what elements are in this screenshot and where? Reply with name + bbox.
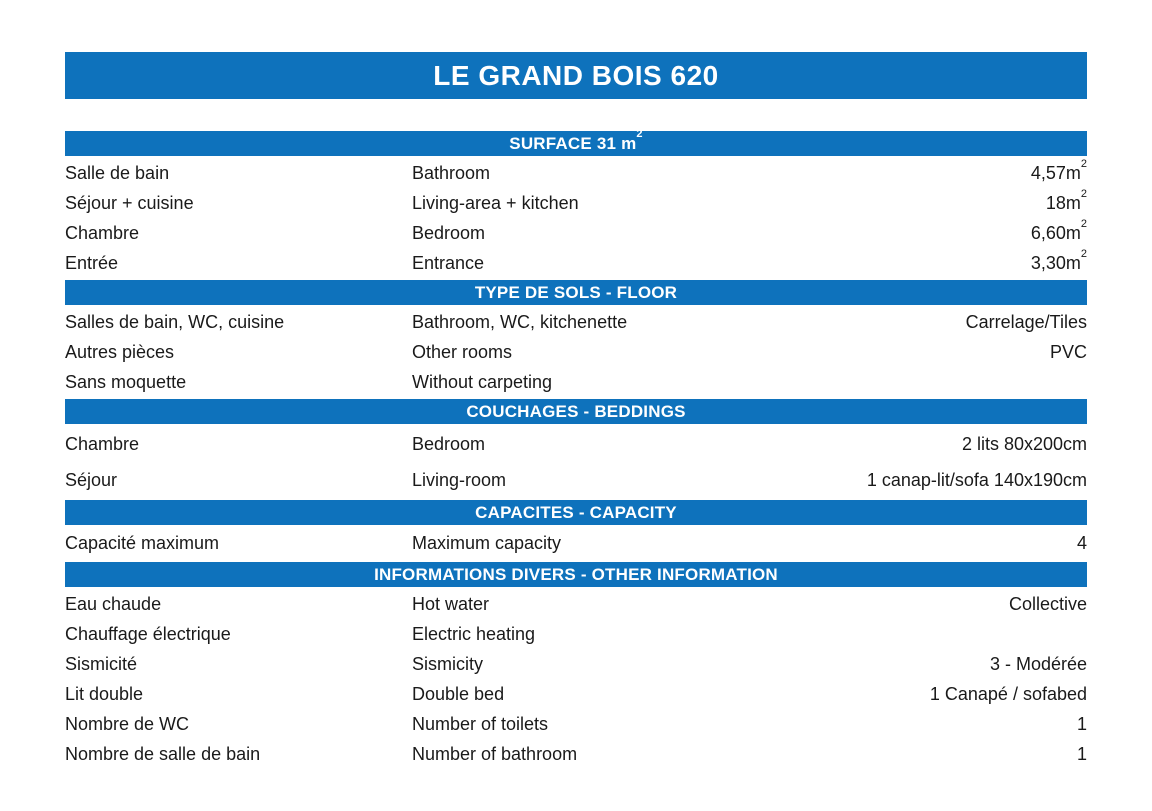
row-value: 1 <box>1076 713 1087 734</box>
table-row: Nombre de salle de bain Number of bathro… <box>65 739 1087 769</box>
label-fr: Entrée <box>65 252 119 273</box>
table-row: Chambre Bedroom 2 lits 80x200cm <box>65 426 1087 462</box>
row-value: 4 <box>1076 533 1087 553</box>
section-rows: Salle de bain Bathroom 4,57m2 Séjour + c… <box>65 156 1087 280</box>
row-value-text: 4,57m <box>1030 162 1081 183</box>
section-header-text: COUCHAGES - BEDDINGS <box>466 401 686 421</box>
section-header-text: TYPE DE SOLS - FLOOR <box>474 282 678 302</box>
row-value-superscript: 2 <box>1080 247 1087 260</box>
row-value: 2 lits 80x200cm <box>961 433 1087 454</box>
row-value: 4,57m2 <box>1030 158 1087 184</box>
label-en: Electric heating <box>412 623 536 644</box>
table-row: Autres pièces Other rooms PVC <box>65 337 1087 367</box>
label-fr: Nombre de WC <box>65 713 190 734</box>
label-fr: Séjour <box>65 469 118 490</box>
section-header-label: SURFACE 31 m2 <box>509 128 642 154</box>
section-header-capacity: CAPACITES - CAPACITY <box>65 500 1087 525</box>
label-fr: Sismicité <box>65 653 138 674</box>
table-row: Capacité maximum Maximum capacity 4 <box>65 527 1087 560</box>
row-value-superscript: 2 <box>1080 187 1087 200</box>
label-en: Double bed <box>412 683 505 704</box>
label-fr: Salle de bain <box>65 162 170 183</box>
row-value-text: 18m <box>1045 192 1081 213</box>
label-en: Living-room <box>412 469 507 490</box>
label-fr: Sans moquette <box>65 371 187 392</box>
page-title: LE GRAND BOIS 620 <box>433 59 719 91</box>
label-en: Bathroom, WC, kitchenette <box>412 311 628 332</box>
row-value-superscript: 2 <box>1080 217 1087 230</box>
table-row: Sans moquette Without carpeting <box>65 367 1087 397</box>
label-en: Sismicity <box>412 653 483 674</box>
section-header-superscript: 2 <box>636 127 643 140</box>
row-value: 3,30m2 <box>1030 248 1087 274</box>
section-header-text: CAPACITES - CAPACITY <box>475 502 677 522</box>
label-en: Living-area + kitchen <box>412 192 579 213</box>
row-value-text: 3,30m <box>1030 252 1081 273</box>
section-header-other-information: INFORMATIONS DIVERS - OTHER INFORMATION <box>65 562 1087 587</box>
label-en: Hot water <box>412 593 490 614</box>
section-header-floor: TYPE DE SOLS - FLOOR <box>65 280 1087 305</box>
row-value: 1 <box>1076 743 1087 764</box>
table-row: Eau chaude Hot water Collective <box>65 589 1087 619</box>
label-en: Other rooms <box>412 341 513 362</box>
row-value: 1 canap-lit/sofa 140x190cm <box>866 469 1087 490</box>
table-row: Entrée Entrance 3,30m2 <box>65 248 1087 278</box>
section-header-beddings: COUCHAGES - BEDDINGS <box>65 399 1087 424</box>
section-header-text: SURFACE 31 m <box>509 133 637 153</box>
section-surface: SURFACE 31 m2 Salle de bain Bathroom 4,5… <box>65 128 1087 280</box>
label-en: Number of bathroom <box>412 743 578 764</box>
section-rows: Salles de bain, WC, cuisine Bathroom, WC… <box>65 305 1087 399</box>
section-rows: Eau chaude Hot water Collective Chauffag… <box>65 587 1087 771</box>
section-capacity: CAPACITES - CAPACITY Capacité maximum Ma… <box>65 500 1087 562</box>
table-row: Salles de bain, WC, cuisine Bathroom, WC… <box>65 307 1087 337</box>
row-value-text: 6,60m <box>1030 222 1081 243</box>
section-beddings: COUCHAGES - BEDDINGS Chambre Bedroom 2 l… <box>65 399 1087 500</box>
label-fr: Séjour + cuisine <box>65 192 194 213</box>
row-value: Collective <box>1008 593 1087 614</box>
label-en: Maximum capacity <box>412 533 562 553</box>
label-en: Without carpeting <box>412 371 553 392</box>
section-rows: Capacité maximum Maximum capacity 4 <box>65 525 1087 562</box>
table-row: Chambre Bedroom 6,60m2 <box>65 218 1087 248</box>
label-fr: Capacité maximum <box>65 533 220 553</box>
table-row: Sismicité Sismicity 3 - Modérée <box>65 649 1087 679</box>
table-row: Nombre de WC Number of toilets 1 <box>65 709 1087 739</box>
section-other-information: INFORMATIONS DIVERS - OTHER INFORMATION … <box>65 562 1087 771</box>
label-fr: Eau chaude <box>65 593 162 614</box>
label-fr: Nombre de salle de bain <box>65 743 261 764</box>
row-value: 6,60m2 <box>1030 218 1087 244</box>
label-fr: Chambre <box>65 433 140 454</box>
title-bar: LE GRAND BOIS 620 <box>65 52 1087 99</box>
row-value: 18m2 <box>1045 188 1087 214</box>
label-fr: Lit double <box>65 683 144 704</box>
table-row: Chauffage électrique Electric heating <box>65 619 1087 649</box>
table-row: Séjour Living-room 1 canap-lit/sofa 140x… <box>65 462 1087 498</box>
property-spec-sheet: LE GRAND BOIS 620 SURFACE 31 m2 Salle de… <box>65 52 1087 771</box>
label-en: Entrance <box>412 252 485 273</box>
section-header-surface: SURFACE 31 m2 <box>65 128 1087 156</box>
table-row: Lit double Double bed 1 Canapé / sofabed <box>65 679 1087 709</box>
row-value: PVC <box>1049 341 1087 362</box>
label-en: Bedroom <box>412 433 486 454</box>
section-header-text: INFORMATIONS DIVERS - OTHER INFORMATION <box>374 564 778 584</box>
row-value: 1 Canapé / sofabed <box>929 683 1087 704</box>
label-en: Bathroom <box>412 162 491 183</box>
label-fr: Autres pièces <box>65 341 175 362</box>
label-en: Bedroom <box>412 222 486 243</box>
row-value: 3 - Modérée <box>989 653 1087 674</box>
table-row: Salle de bain Bathroom 4,57m2 <box>65 158 1087 188</box>
row-value-superscript: 2 <box>1080 157 1087 170</box>
label-fr: Chauffage électrique <box>65 623 231 644</box>
label-fr: Chambre <box>65 222 140 243</box>
row-value: Carrelage/Tiles <box>965 311 1087 332</box>
section-rows: Chambre Bedroom 2 lits 80x200cm Séjour L… <box>65 424 1087 500</box>
label-fr: Salles de bain, WC, cuisine <box>65 311 285 332</box>
table-row: Séjour + cuisine Living-area + kitchen 1… <box>65 188 1087 218</box>
label-en: Number of toilets <box>412 713 549 734</box>
section-floor: TYPE DE SOLS - FLOOR Salles de bain, WC,… <box>65 280 1087 399</box>
